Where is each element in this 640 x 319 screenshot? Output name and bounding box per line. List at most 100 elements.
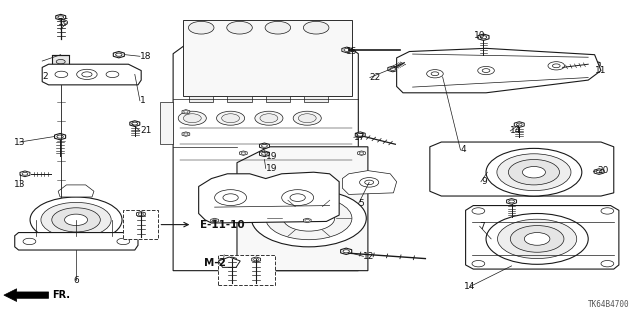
Polygon shape (342, 171, 397, 195)
Polygon shape (15, 233, 138, 250)
Text: 14: 14 (510, 126, 522, 135)
Circle shape (229, 258, 234, 261)
Circle shape (482, 69, 490, 72)
Polygon shape (589, 61, 600, 67)
Text: 1: 1 (140, 96, 146, 105)
Polygon shape (478, 34, 489, 41)
Circle shape (265, 21, 291, 34)
Text: 18: 18 (140, 52, 152, 61)
Polygon shape (113, 51, 124, 58)
Circle shape (221, 114, 239, 123)
Circle shape (22, 172, 28, 175)
Circle shape (262, 145, 268, 147)
Circle shape (138, 213, 143, 215)
Circle shape (106, 71, 119, 78)
Polygon shape (303, 218, 311, 223)
Text: 19: 19 (266, 164, 277, 173)
Polygon shape (227, 257, 236, 262)
Circle shape (601, 261, 614, 267)
Text: 9: 9 (481, 177, 486, 186)
Circle shape (360, 178, 379, 187)
Polygon shape (130, 121, 140, 126)
Text: 19: 19 (266, 152, 277, 161)
Circle shape (509, 200, 515, 203)
Polygon shape (252, 257, 260, 262)
Polygon shape (42, 64, 141, 85)
Circle shape (55, 71, 68, 78)
Text: 21: 21 (140, 126, 151, 135)
Bar (218, 255, 275, 285)
Circle shape (183, 114, 201, 123)
Polygon shape (189, 96, 213, 102)
Circle shape (58, 16, 63, 19)
Circle shape (184, 111, 188, 113)
Circle shape (82, 72, 92, 77)
Circle shape (293, 111, 321, 125)
Text: 20: 20 (598, 166, 609, 175)
Circle shape (508, 160, 559, 185)
Circle shape (290, 194, 305, 201)
Circle shape (522, 167, 545, 178)
Circle shape (223, 194, 238, 201)
Circle shape (132, 122, 138, 125)
Polygon shape (20, 171, 30, 177)
Text: 16: 16 (58, 19, 70, 27)
Polygon shape (397, 48, 601, 93)
Text: 6: 6 (73, 276, 79, 285)
Polygon shape (340, 248, 352, 255)
Circle shape (260, 114, 278, 123)
Polygon shape (173, 44, 358, 271)
Polygon shape (52, 55, 69, 68)
Polygon shape (182, 20, 352, 96)
Circle shape (57, 135, 63, 138)
Polygon shape (355, 132, 365, 137)
Circle shape (262, 152, 268, 155)
Circle shape (344, 48, 349, 51)
Polygon shape (198, 172, 339, 223)
Circle shape (298, 114, 316, 123)
Polygon shape (515, 122, 524, 127)
Circle shape (516, 123, 522, 126)
Polygon shape (182, 110, 190, 114)
Circle shape (255, 111, 283, 125)
Circle shape (596, 170, 602, 173)
Text: 15: 15 (346, 47, 357, 56)
Text: 4: 4 (461, 145, 466, 154)
Circle shape (30, 197, 122, 243)
Polygon shape (182, 132, 190, 136)
Text: 7: 7 (479, 222, 485, 231)
Polygon shape (466, 205, 619, 269)
Polygon shape (259, 151, 269, 157)
Circle shape (477, 66, 494, 75)
Circle shape (56, 59, 65, 64)
Circle shape (227, 21, 252, 34)
Text: M-2: M-2 (204, 258, 226, 268)
Text: 12: 12 (364, 252, 375, 261)
Circle shape (117, 238, 130, 245)
Polygon shape (304, 96, 328, 102)
Circle shape (188, 21, 214, 34)
Polygon shape (237, 147, 368, 271)
Polygon shape (54, 133, 66, 140)
Circle shape (524, 233, 550, 245)
Polygon shape (358, 151, 365, 155)
Polygon shape (58, 185, 94, 197)
Circle shape (52, 208, 100, 232)
Polygon shape (227, 96, 252, 102)
Polygon shape (388, 66, 398, 72)
Polygon shape (430, 142, 614, 196)
Circle shape (241, 152, 246, 154)
Circle shape (303, 21, 329, 34)
Polygon shape (239, 151, 247, 155)
Polygon shape (136, 211, 145, 217)
Circle shape (552, 64, 560, 68)
Circle shape (508, 160, 559, 185)
Polygon shape (342, 47, 352, 53)
Circle shape (591, 63, 598, 66)
Text: 22: 22 (370, 73, 381, 82)
Circle shape (184, 133, 188, 135)
Circle shape (305, 219, 310, 222)
Text: 14: 14 (465, 282, 476, 291)
Polygon shape (594, 169, 604, 174)
Polygon shape (266, 96, 290, 102)
